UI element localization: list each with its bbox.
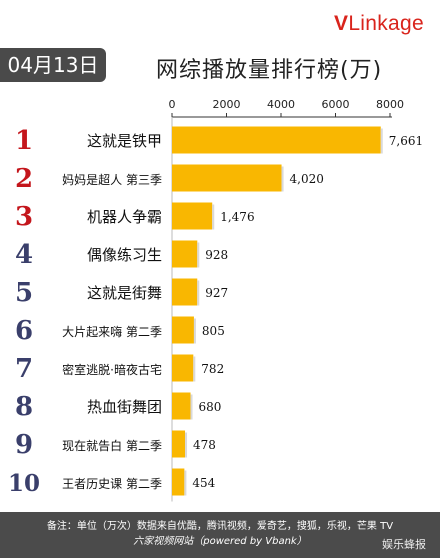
value-label: 680 <box>199 400 222 414</box>
chart-title: 网综播放量排行榜(万) <box>156 58 383 83</box>
rank-number: 3 <box>15 202 33 232</box>
bar <box>172 468 185 496</box>
x-tick-label: 0 <box>169 98 176 111</box>
rank-number: 4 <box>15 240 33 270</box>
category-label: 王者历史课 第二季 <box>62 477 162 491</box>
rank-number: 1 <box>15 126 33 156</box>
vlinkage-logo: VLinkage <box>334 12 424 36</box>
bar <box>172 126 381 154</box>
x-tick-label: 2000 <box>213 98 241 111</box>
value-label: 1,476 <box>220 210 254 224</box>
bar-shadow <box>193 318 196 344</box>
category-label: 妈妈是超人 第三季 <box>62 172 162 187</box>
rank-number: 6 <box>15 316 33 346</box>
chart-row: 7 密室逃脱·暗夜古宅 782 <box>15 354 224 384</box>
bar <box>172 240 198 268</box>
category-label: 现在就告白 第二季 <box>62 438 162 453</box>
bar <box>172 392 191 420</box>
bar <box>172 164 282 192</box>
category-label: 偶像练习生 <box>87 246 162 264</box>
value-label: 4,020 <box>290 172 324 186</box>
x-tick-label: 4000 <box>267 98 295 111</box>
chart-row: 1 这就是铁甲 7,661 <box>15 126 423 156</box>
chart-row: 9 现在就告白 第二季 478 <box>15 430 216 460</box>
category-label: 热血街舞团 <box>87 398 162 416</box>
category-label: 机器人争霸 <box>87 208 162 226</box>
bar-shadow <box>197 280 200 306</box>
rank-number: 5 <box>15 278 33 308</box>
value-label: 782 <box>201 362 224 376</box>
ranking-bar-chart: 0 2000 4000 6000 8000 1 这就是铁甲 7,661 2 妈妈是超人 第三季 4… <box>8 98 423 502</box>
bar-shadow <box>281 166 284 192</box>
logo-letter-v: V <box>334 12 349 35</box>
rank-number: 8 <box>15 392 33 422</box>
value-label: 805 <box>202 324 225 338</box>
value-label: 927 <box>205 286 228 300</box>
logo-text: Linkage <box>348 12 424 35</box>
bar <box>172 202 213 230</box>
chart-row: 6 大片起来嗨 第二季 805 <box>15 316 225 346</box>
chart-row: 8 热血街舞团 680 <box>15 392 221 422</box>
rank-number: 9 <box>15 430 33 460</box>
bar-shadow <box>184 470 187 496</box>
bar-shadow <box>197 242 200 268</box>
rank-number: 10 <box>8 470 40 497</box>
bar-shadow <box>193 356 196 382</box>
bar <box>172 430 186 458</box>
chart-row: 4 偶像练习生 928 <box>15 240 228 270</box>
value-label: 454 <box>192 476 215 490</box>
bar <box>172 278 198 306</box>
x-tick-label: 8000 <box>376 98 404 111</box>
watermark: 娱乐蜂报 <box>382 538 426 551</box>
chart-row: 10 王者历史课 第二季 454 <box>8 468 216 497</box>
category-label: 密室逃脱·暗夜古宅 <box>62 362 162 377</box>
footer-note: 备注：单位（万次）数据来自优酷，腾讯视频，爱奇艺，搜狐，乐视，芒果 TV 六家视… <box>0 512 440 558</box>
bar-shadow <box>212 204 215 230</box>
value-label: 928 <box>205 248 228 262</box>
footer-line-1: 备注：单位（万次）数据来自优酷，腾讯视频，爱奇艺，搜狐，乐视，芒果 TV <box>46 521 394 532</box>
rank-number: 7 <box>15 354 33 384</box>
bar <box>172 316 194 344</box>
bar-shadow <box>185 432 188 458</box>
bar-shadow <box>380 128 383 154</box>
category-label: 这就是街舞 <box>87 284 162 302</box>
rank-number: 2 <box>15 164 33 194</box>
chart-row: 5 这就是街舞 927 <box>15 278 228 308</box>
category-label: 大片起来嗨 第二季 <box>62 325 162 339</box>
value-label: 7,661 <box>389 134 423 148</box>
bar-shadow <box>190 394 193 420</box>
bar <box>172 354 194 382</box>
chart-row: 2 妈妈是超人 第三季 4,020 <box>15 164 324 194</box>
footer-line-2: 六家视频网站（powered by Vbank） <box>133 536 307 547</box>
chart-rows: 1 这就是铁甲 7,661 2 妈妈是超人 第三季 4,020 3 机器人争霸 1,476 4 偶像… <box>8 126 423 497</box>
category-label: 这就是铁甲 <box>87 132 162 150</box>
chart-row: 3 机器人争霸 1,476 <box>15 202 255 232</box>
date-badge: 04月13日 <box>0 48 106 82</box>
value-label: 478 <box>193 438 216 452</box>
x-tick-label: 6000 <box>322 98 350 111</box>
